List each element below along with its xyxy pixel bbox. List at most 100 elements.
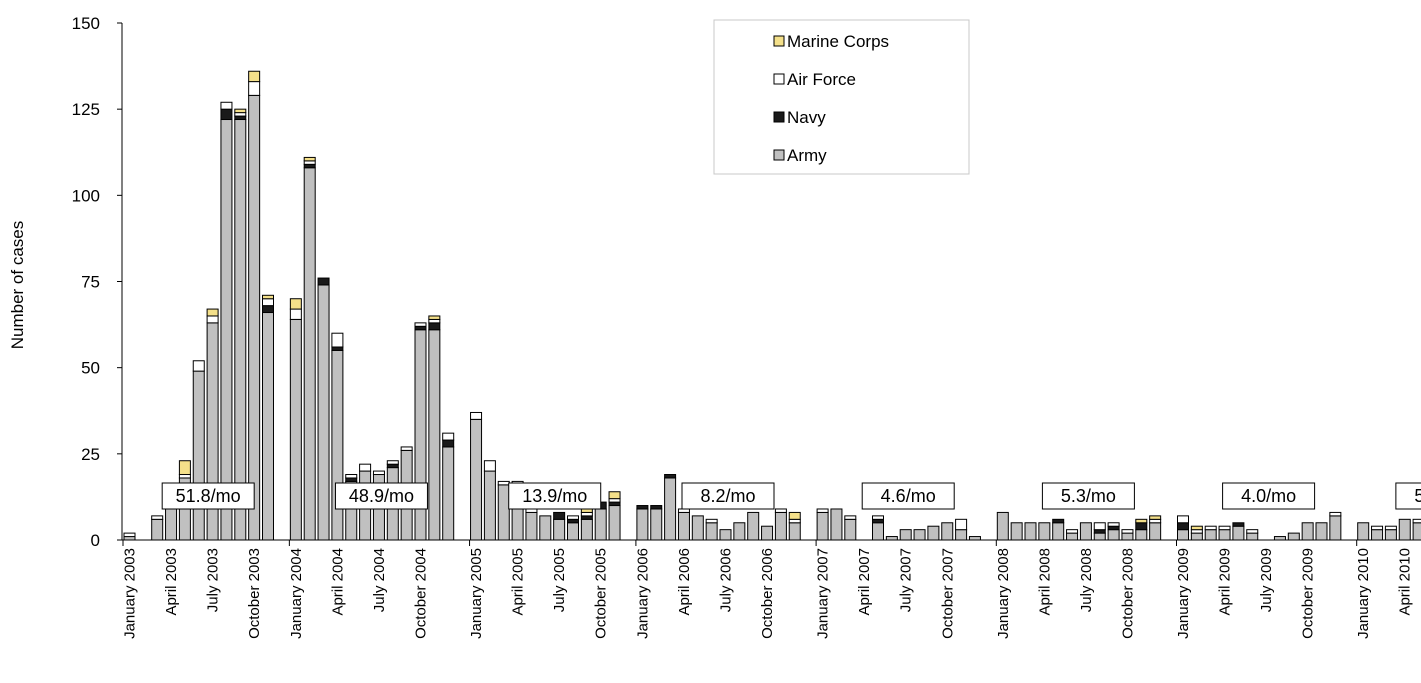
x-tick-label: July 2003 [205,548,222,612]
y-tick-label: 125 [72,100,100,119]
bar-segment-marine-corps [1149,515,1162,520]
bar-segment-air-force [1149,518,1162,524]
bar-segment-army [1398,518,1411,541]
y-tick-label: 75 [81,273,100,292]
bar-segment-air-force [1329,511,1342,517]
bar-segment-navy [1093,529,1106,534]
rate-annotation-box [681,482,775,510]
x-tick-label: January 2008 [995,548,1012,639]
bar-segment-army [289,318,302,541]
bar-segment-air-force [608,498,621,503]
bar-segment-army [774,511,787,541]
bar-segment-marine-corps [608,491,621,500]
bar-segment-army [608,505,621,541]
bar-segment-army [691,515,704,541]
bar-segment-army [677,511,690,541]
bar-segment-army [1287,532,1300,541]
bar-segment-army [1038,522,1051,541]
rate-annotation-box [334,482,428,510]
x-tick-label: July 2004 [371,548,388,612]
bar-segment-air-force [1218,525,1231,531]
bar-segment-marine-corps [1190,525,1203,531]
bar-segment-army [497,484,510,541]
bar-segment-air-force [1093,522,1106,531]
annotations: 51.8/mo 48.9/mo 13.9/mo 8.2/mo 4.6/mo 5.3/mo 4… [161,482,1421,510]
bar-segment-navy [1177,522,1189,531]
bar-segment-air-force [414,322,427,327]
bar-segment-air-force [774,508,787,513]
x-tick-label: July 2005 [551,548,568,612]
legend-label: Air Force [787,70,856,89]
rate-annotation: 51.8/mo [176,486,241,506]
bar-segment-navy [580,515,593,520]
bar-segment-air-force [178,474,191,479]
bar-segment-army [719,529,732,541]
x-tick-label: October 2007 [939,548,956,639]
bar-segment-navy [234,115,247,121]
bar-segment-air-force [442,432,455,441]
bar-segment-army [1107,529,1120,541]
bar-segment-army [927,525,940,541]
rate-annotation-box [508,482,602,510]
x-tick-label: January 2004 [288,548,305,639]
bar-segment-army [1329,515,1342,541]
bar-segment-air-force [1066,529,1079,534]
bar-segment-marine-corps [248,70,261,83]
legend: Marine Corps Air Force Navy Army [713,19,970,175]
bar-segment-air-force [234,112,247,117]
bar-segment-marine-corps [234,108,247,114]
bar-segment-army [1371,529,1384,541]
bar-segment-air-force [1107,522,1120,527]
bar-segment-air-force [1121,529,1134,534]
bar-segment-army [525,511,538,541]
bar-segment-marine-corps [428,315,441,320]
rate-annotation: 48.9/mo [349,486,414,506]
rate-annotation: 13.9/mo [522,486,587,506]
x-tick-label: January 2005 [468,548,485,639]
bar-segment-army [192,370,205,541]
bar-segment-air-force [470,411,483,420]
bar-segment-army [1121,532,1134,541]
bar-segment-marine-corps [303,156,316,162]
bar-segment-army [1301,522,1314,541]
bar-segment-army [885,536,898,541]
bar-segment-army [428,329,441,541]
x-tick-labels: January 2003 April 2003 July 2003 October 2… [122,548,1414,639]
bar-segment-army [317,284,330,541]
bar-segment-air-force [206,315,219,324]
legend-swatch-air-force [773,73,785,85]
bar-segment-army [1273,536,1286,541]
bar-segment-army [539,515,552,541]
bar-segment-army [262,312,274,541]
bar-segment-army [1010,522,1023,541]
x-tick-label: October 2006 [759,548,776,639]
x-tick-label: January 2006 [634,548,651,639]
bar-segment-army [553,518,566,541]
bar-segment-air-force [1204,525,1217,531]
bar-segment-air-force [400,446,413,451]
bar-segment-navy [567,518,579,524]
bar-segment-navy [262,305,274,314]
bar-segment-air-force [497,480,510,486]
x-tick-label: January 2007 [815,548,832,639]
bar-segment-air-force [262,298,274,307]
bar-segment-army [844,518,857,541]
bar-segment-marine-corps [206,308,219,317]
bar-segment-air-force [872,515,884,520]
bar-segment-army [1052,522,1065,541]
bar-segment-army [941,522,954,541]
x-tick-label: April 2007 [856,548,873,616]
bar-segment-army [442,446,455,541]
legend-label: Navy [787,108,826,127]
y-tick-label: 100 [72,186,100,205]
bar-segment-navy [442,439,455,448]
rate-annotation: 8.2/mo [700,486,755,506]
bar-segment-army [650,508,663,541]
x-tick-label: April 2006 [676,548,693,616]
bar-segment-army [567,522,579,541]
x-tick-label: April 2010 [1397,548,1414,616]
bar-segment-army [483,470,496,541]
bar-segment-army [996,511,1009,541]
rate-annotation-box [1041,482,1135,510]
bar-segment-army [788,522,801,541]
